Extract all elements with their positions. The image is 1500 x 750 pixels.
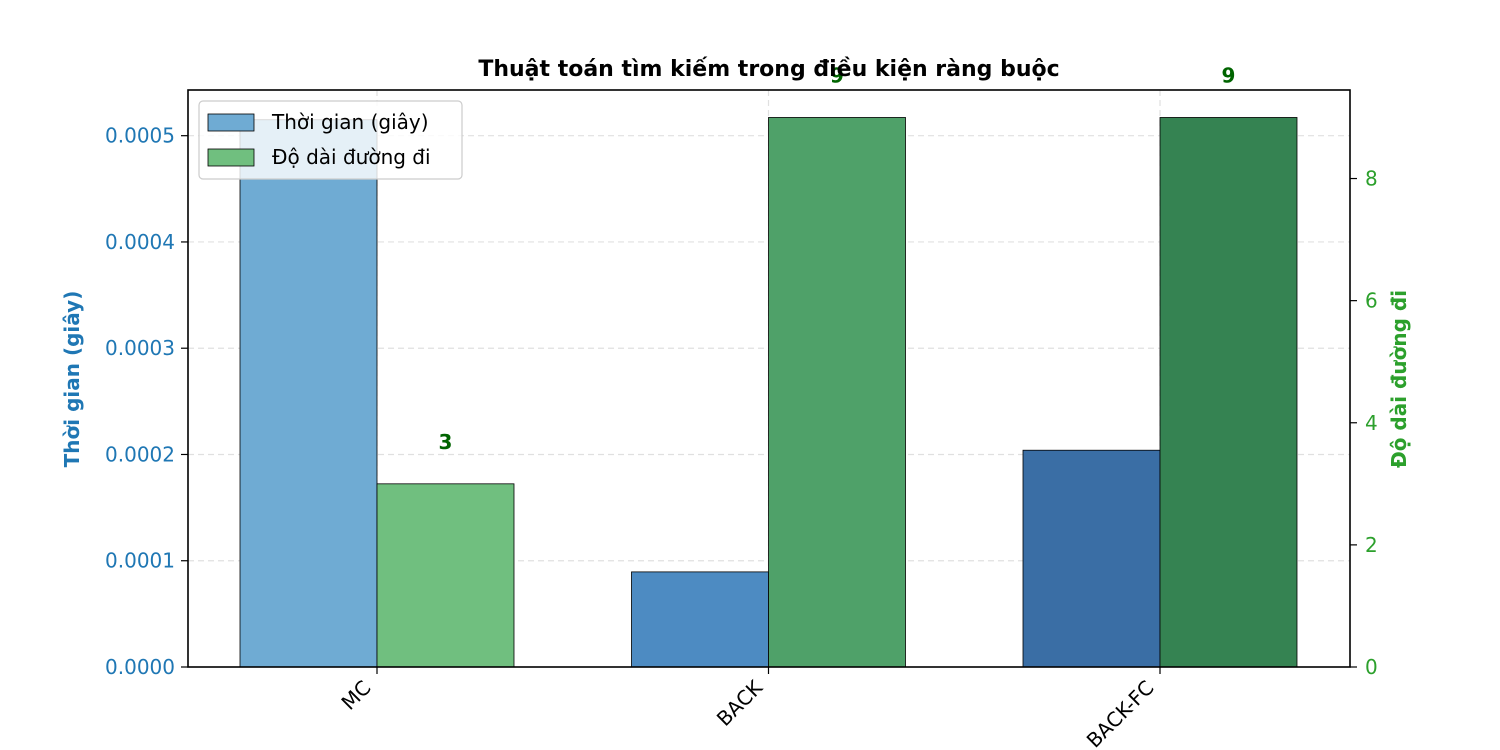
x-tick-label: BACK bbox=[712, 675, 768, 731]
y-right-tick-label: 2 bbox=[1365, 533, 1378, 557]
data-label-path-length: 9 bbox=[830, 63, 844, 87]
legend-label-path-length: Độ dài đường đi bbox=[272, 145, 431, 169]
y-left-tick-label: 0.0004 bbox=[105, 230, 175, 254]
y-axis-left-label: Thời gian (giây) bbox=[60, 291, 84, 468]
y-right-tick-label: 8 bbox=[1365, 167, 1378, 191]
bar-path-length-mc bbox=[376, 483, 515, 668]
legend-label-time: Thời gian (giây) bbox=[271, 110, 429, 134]
y-right-tick-label: 0 bbox=[1365, 655, 1378, 679]
data-label-path-length: 9 bbox=[1222, 63, 1236, 87]
y-left-tick-label: 0.0001 bbox=[105, 549, 175, 573]
legend-box bbox=[198, 100, 463, 180]
bar-path-length-back-fc bbox=[1159, 117, 1298, 668]
y-left-tick-label: 0.0005 bbox=[105, 124, 175, 148]
y-left-tick-label: 0.0003 bbox=[105, 336, 175, 360]
y-axis-right-label: Độ dài đường đi bbox=[1387, 290, 1411, 468]
y-left-tick-label: 0.0000 bbox=[105, 655, 175, 679]
bar-time-mc bbox=[239, 119, 378, 668]
label-layer: 3 9 9 bbox=[439, 63, 1236, 453]
x-tick-label: BACK-FC bbox=[1082, 676, 1159, 750]
chart-title: Thuật toán tìm kiếm trong điều kiện ràng… bbox=[478, 57, 1059, 82]
y-right-tick-label: 4 bbox=[1365, 411, 1378, 435]
y-left-tick-label: 0.0002 bbox=[105, 442, 175, 466]
legend: Thời gian (giây) Độ dài đường đi bbox=[198, 100, 463, 180]
data-label-path-length: 3 bbox=[439, 430, 453, 454]
x-tick-label: MC bbox=[336, 676, 375, 715]
bar-layer bbox=[239, 117, 1298, 668]
bar-time-back-fc bbox=[1022, 449, 1161, 668]
y-right-tick-label: 6 bbox=[1365, 289, 1378, 313]
bar-time-back bbox=[631, 571, 769, 668]
legend-swatch-time bbox=[207, 113, 255, 132]
legend-swatch-path-length bbox=[207, 148, 255, 167]
bar-path-length-back bbox=[768, 117, 906, 668]
